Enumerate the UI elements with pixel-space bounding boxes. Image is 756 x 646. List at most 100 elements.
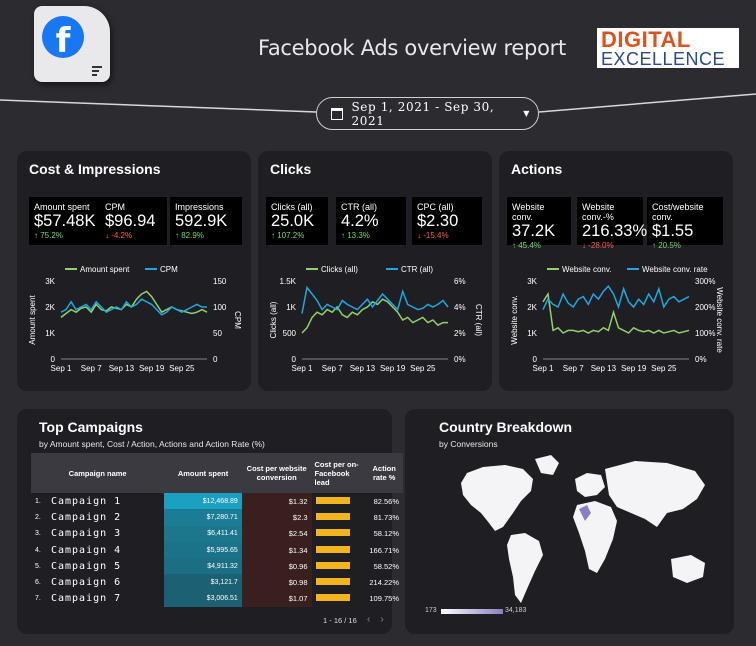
kpi-amount-spent: Amount spent $57.48K ↑ 75.2% bbox=[29, 197, 107, 245]
amount-spent: $12,468.89 bbox=[164, 493, 242, 510]
cost-per-conversion: $1.07 bbox=[241, 590, 312, 608]
table-row[interactable]: 4. Campaign 4 $5,995.65 $1.34 166.71% bbox=[31, 541, 403, 559]
series-line bbox=[542, 285, 690, 310]
y2-tick-label: 100% bbox=[695, 329, 715, 338]
country-breakdown-panel: Country Breakdown by Conversions 173 34,… bbox=[405, 409, 734, 634]
cost-per-conversion: $2.54 bbox=[241, 525, 312, 542]
brand-logo-line2: EXCELLENCE bbox=[601, 49, 726, 69]
action-rate: 82.56% bbox=[373, 496, 399, 506]
campaign-name: Campaign 4 bbox=[50, 544, 122, 556]
cost-per-conversion: $1.32 bbox=[241, 493, 312, 510]
brand-logo: DIGITAL EXCELLENCE bbox=[597, 28, 739, 68]
kpi-value: 4.2% bbox=[341, 212, 379, 230]
kpi-cpc: CPC (all) $2.30 ↓ -15.4% bbox=[412, 197, 482, 245]
legend-entry: CTR (all) bbox=[401, 265, 433, 274]
kpi-delta: ↓ -4.2% bbox=[105, 231, 133, 240]
report-bars-icon bbox=[92, 66, 102, 76]
y2-tick-label: 300% bbox=[695, 277, 715, 286]
campaigns-table: Campaign name Amount spent Cost per webs… bbox=[31, 453, 403, 608]
next-page-icon[interactable]: › bbox=[380, 614, 394, 625]
kpi-cpm: CPM $96.94 ↓ -4.2% bbox=[100, 197, 167, 245]
actions-panel: Actions Website conv. 37.2K ↑ 45.4% Webs… bbox=[499, 151, 733, 391]
y-tick-label: 0 bbox=[292, 355, 297, 364]
panel-title: Clicks bbox=[270, 161, 312, 177]
map-europe bbox=[575, 473, 605, 497]
cost-per-conversion: $0.98 bbox=[241, 574, 312, 591]
map-legend-gradient bbox=[441, 609, 503, 614]
map-legend-min: 173 bbox=[425, 607, 437, 614]
table-row[interactable]: 7. Campaign 7 $3,006.51 $1.07 109.75% bbox=[31, 590, 403, 608]
table-row[interactable]: 3. Campaign 3 $6,411.41 $2.54 58.12% bbox=[31, 525, 403, 542]
kpi-value: 37.2K bbox=[512, 222, 556, 240]
kpi-delta: ↑ 75.2% bbox=[34, 231, 63, 240]
cost-per-conversion: $2.3 bbox=[241, 509, 312, 526]
y-tick-label: 0 bbox=[51, 355, 56, 364]
pagination-arrows: ‹› bbox=[367, 614, 394, 625]
campaign-name: Campaign 5 bbox=[50, 560, 122, 572]
kpi-value: $96.94 bbox=[105, 212, 156, 230]
page-title: Facebook Ads overview report bbox=[258, 36, 566, 60]
y-axis-title: Website conv. bbox=[510, 295, 519, 345]
series-line bbox=[542, 291, 690, 334]
col-cost-per-website-conversion[interactable]: Cost per website conversion bbox=[241, 453, 312, 493]
kpi-delta: ↑ 107.2% bbox=[271, 231, 305, 240]
col-cost-per-lead[interactable]: Cost per on-Facebook lead bbox=[311, 453, 366, 493]
table-row[interactable]: 1. Campaign 1 $12,468.89 $1.32 82.56% bbox=[31, 493, 403, 510]
panel-title: Actions bbox=[511, 161, 563, 177]
prev-page-icon[interactable]: ‹ bbox=[367, 614, 381, 625]
row-index: 2. bbox=[35, 513, 41, 521]
x-tick-label: Sep 25 bbox=[651, 364, 677, 373]
clicks-panel: Clicks Clicks (all) 25.0K ↑ 107.2% CTR (… bbox=[258, 151, 492, 391]
y-tick-label: 1K bbox=[527, 329, 537, 338]
campaign-name: Campaign 1 bbox=[50, 495, 122, 507]
kpi-value: $57.48K bbox=[34, 212, 96, 230]
legend-entry: Website conv. rate bbox=[642, 265, 708, 274]
x-tick-label: Sep 25 bbox=[169, 364, 195, 373]
x-tick-label: Sep 19 bbox=[621, 364, 647, 373]
cost-per-lead-bar bbox=[312, 526, 366, 542]
y2-tick-label: 50 bbox=[213, 329, 222, 338]
world-map[interactable] bbox=[405, 409, 734, 634]
kpi-label: Clicks (all) bbox=[271, 202, 313, 212]
kpi-delta: ↑ 82.9% bbox=[175, 231, 204, 240]
x-tick-label: Sep 13 bbox=[109, 364, 135, 373]
action-rate: 58.52% bbox=[373, 561, 399, 571]
series-line bbox=[60, 290, 208, 318]
date-range-picker[interactable]: Sep 1, 2021 - Sep 30, 2021 ▼ bbox=[316, 97, 539, 130]
panel-subtitle: by Amount spent, Cost / Action, Actions … bbox=[39, 439, 265, 449]
campaign-name: Campaign 2 bbox=[50, 511, 122, 523]
col-campaign-name[interactable]: Campaign name bbox=[31, 453, 165, 493]
table-row[interactable]: 2. Campaign 2 $7,280.71 $2.3 81.73% bbox=[31, 509, 403, 526]
kpi-delta: ↑ 13.3% bbox=[341, 231, 370, 240]
legend-entry: CPM bbox=[160, 265, 178, 274]
campaign-name: Campaign 3 bbox=[50, 528, 122, 540]
table-row[interactable]: 6. Campaign 6 $3,121.7 $0.98 214.22% bbox=[31, 574, 403, 591]
kpi-delta: ↑ 45.4% bbox=[512, 241, 541, 250]
y-tick-label: 1K bbox=[286, 303, 296, 312]
table-row[interactable]: 5. Campaign 5 $4,911.32 $0.96 58.52% bbox=[31, 558, 403, 575]
panel-title: Country Breakdown bbox=[439, 419, 573, 435]
cost-per-lead-bar bbox=[312, 574, 366, 590]
y-tick-label: 1K bbox=[45, 329, 55, 338]
y2-tick-label: 150 bbox=[213, 277, 227, 286]
kpi-website-conv-rate: Website conv.-% 216.33% ↓ -28.0% bbox=[577, 197, 648, 250]
date-range-label: Sep 1, 2021 - Sep 30, 2021 bbox=[351, 99, 495, 128]
campaign-name: Campaign 6 bbox=[50, 577, 122, 589]
kpi-ctr: CTR (all) 4.2% ↑ 13.3% bbox=[336, 197, 406, 245]
x-tick-label: Sep 13 bbox=[591, 364, 617, 373]
amount-spent: $5,995.65 bbox=[164, 541, 242, 559]
col-amount-spent[interactable]: Amount spent bbox=[164, 453, 242, 493]
kpi-delta: ↓ -28.0% bbox=[582, 241, 614, 250]
map-africa bbox=[573, 501, 617, 573]
map-asia bbox=[605, 461, 705, 527]
action-rate: 166.71% bbox=[369, 545, 399, 555]
amount-spent: $3,006.51 bbox=[164, 590, 242, 608]
caret-down-icon: ▼ bbox=[523, 109, 530, 118]
y-axis-title: Clicks (all) bbox=[269, 301, 278, 338]
y2-tick-label: 200% bbox=[695, 303, 715, 312]
col-action-rate[interactable]: Action rate % bbox=[365, 453, 403, 493]
y2-tick-label: 100 bbox=[213, 303, 227, 312]
cost-per-lead-bar bbox=[312, 493, 366, 509]
kpi-value: 216.33% bbox=[582, 222, 648, 240]
map-highlight-country bbox=[579, 505, 591, 521]
